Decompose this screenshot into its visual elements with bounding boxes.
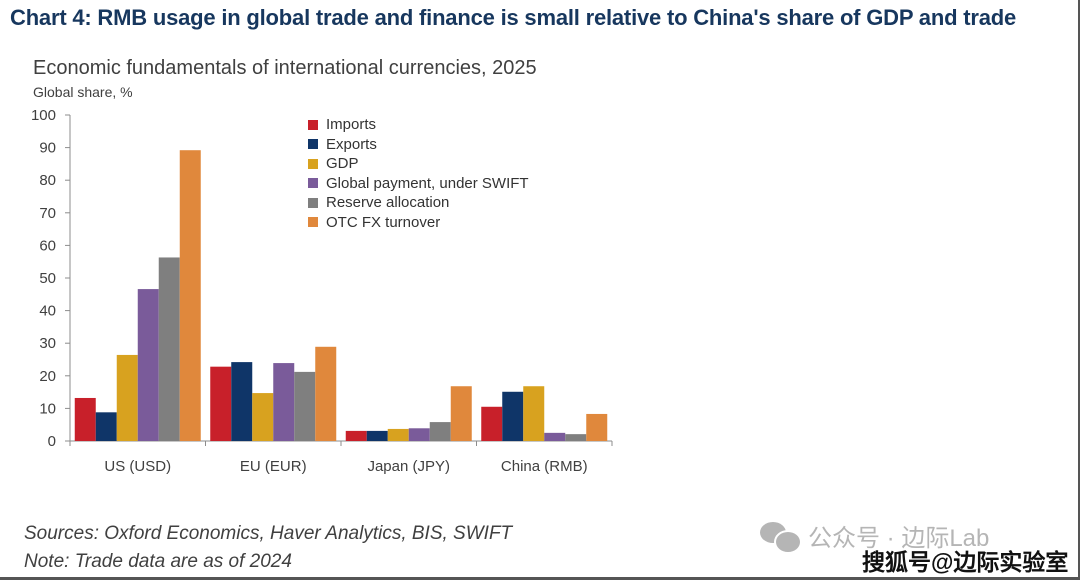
legend-label: Exports xyxy=(326,135,377,153)
y-tick-label: 80 xyxy=(39,172,56,189)
y-tick-label: 60 xyxy=(39,237,56,254)
x-category-label: Japan (JPY) xyxy=(367,458,450,475)
legend-label: Global payment, under SWIFT xyxy=(326,174,529,192)
y-axis-label: Global share, % xyxy=(33,84,133,100)
legend-swatch xyxy=(308,217,318,228)
legend-swatch xyxy=(308,158,318,169)
y-tick-label: 100 xyxy=(31,107,56,124)
legend-swatch xyxy=(308,139,318,150)
bar-reserve-allocation-1 xyxy=(294,371,316,441)
bar-reserve-allocation-3 xyxy=(565,434,587,441)
sources-note: Sources: Oxford Economics, Haver Analyti… xyxy=(24,523,513,544)
y-tick-label: 10 xyxy=(39,400,56,417)
bar-otc-fx-turnover-3 xyxy=(586,413,608,441)
legend-item: Reserve allocation xyxy=(308,193,529,213)
legend-item: GDP xyxy=(308,154,529,174)
y-tick-label: 50 xyxy=(39,270,56,287)
sohu-watermark: 搜狐号@边际实验室 xyxy=(862,549,1069,575)
bar-imports-1 xyxy=(210,366,232,441)
x-category-label: US (USD) xyxy=(104,458,171,475)
legend-label: Reserve allocation xyxy=(326,194,450,211)
legend-swatch xyxy=(308,197,318,208)
y-tick-label: 90 xyxy=(39,140,56,157)
wechat-watermark: 公众号 · 边际Lab xyxy=(760,518,990,554)
bar-global-payment-under-swift-1 xyxy=(273,363,295,441)
legend-label: OTC FX turnover xyxy=(326,213,441,231)
legend-item: OTC FX turnover xyxy=(308,213,529,233)
legend-item: Imports xyxy=(308,115,529,135)
y-tick-label: 0 xyxy=(48,433,56,450)
wechat-icon xyxy=(760,520,802,554)
legend-item: Global payment, under SWIFT xyxy=(308,174,529,194)
bar-gdp-3 xyxy=(523,386,545,441)
bar-reserve-allocation-0 xyxy=(158,257,180,441)
y-tick-label: 30 xyxy=(39,335,56,352)
bar-gdp-0 xyxy=(116,354,138,441)
legend-swatch xyxy=(308,178,318,189)
bar-imports-3 xyxy=(481,406,503,441)
y-tick-label: 20 xyxy=(39,368,56,385)
bar-global-payment-under-swift-2 xyxy=(408,428,430,441)
bar-exports-0 xyxy=(95,412,117,441)
bar-imports-0 xyxy=(74,397,96,441)
bar-exports-2 xyxy=(366,430,388,441)
legend-label: Imports xyxy=(326,116,377,133)
bar-otc-fx-turnover-0 xyxy=(179,150,201,441)
chart-legend: Imports Exports GDP Global payment, under S… xyxy=(308,115,529,232)
legend-item: Exports xyxy=(308,135,529,155)
bar-global-payment-under-swift-0 xyxy=(137,289,159,441)
x-category-label: EU (EUR) xyxy=(240,458,307,475)
bar-otc-fx-turnover-1 xyxy=(315,346,337,441)
legend-label: GDP xyxy=(326,155,359,172)
chart-title: Economic fundamentals of international c… xyxy=(33,57,537,79)
bar-global-payment-under-swift-3 xyxy=(544,432,566,441)
wechat-watermark-text: 公众号 · 边际Lab xyxy=(808,525,990,552)
bar-gdp-1 xyxy=(252,393,274,441)
bar-otc-fx-turnover-2 xyxy=(450,386,472,441)
x-category-label: China (RMB) xyxy=(501,458,588,475)
y-tick-label: 40 xyxy=(39,303,56,320)
bar-reserve-allocation-2 xyxy=(429,422,451,441)
legend-swatch xyxy=(308,119,318,130)
bar-exports-3 xyxy=(502,391,524,441)
y-tick-label: 70 xyxy=(39,205,56,222)
bar-exports-1 xyxy=(231,362,253,441)
page-title: Chart 4: RMB usage in global trade and f… xyxy=(10,5,1017,30)
bar-gdp-2 xyxy=(387,428,409,441)
bar-imports-2 xyxy=(345,430,367,441)
data-note: Note: Trade data are as of 2024 xyxy=(24,551,292,572)
